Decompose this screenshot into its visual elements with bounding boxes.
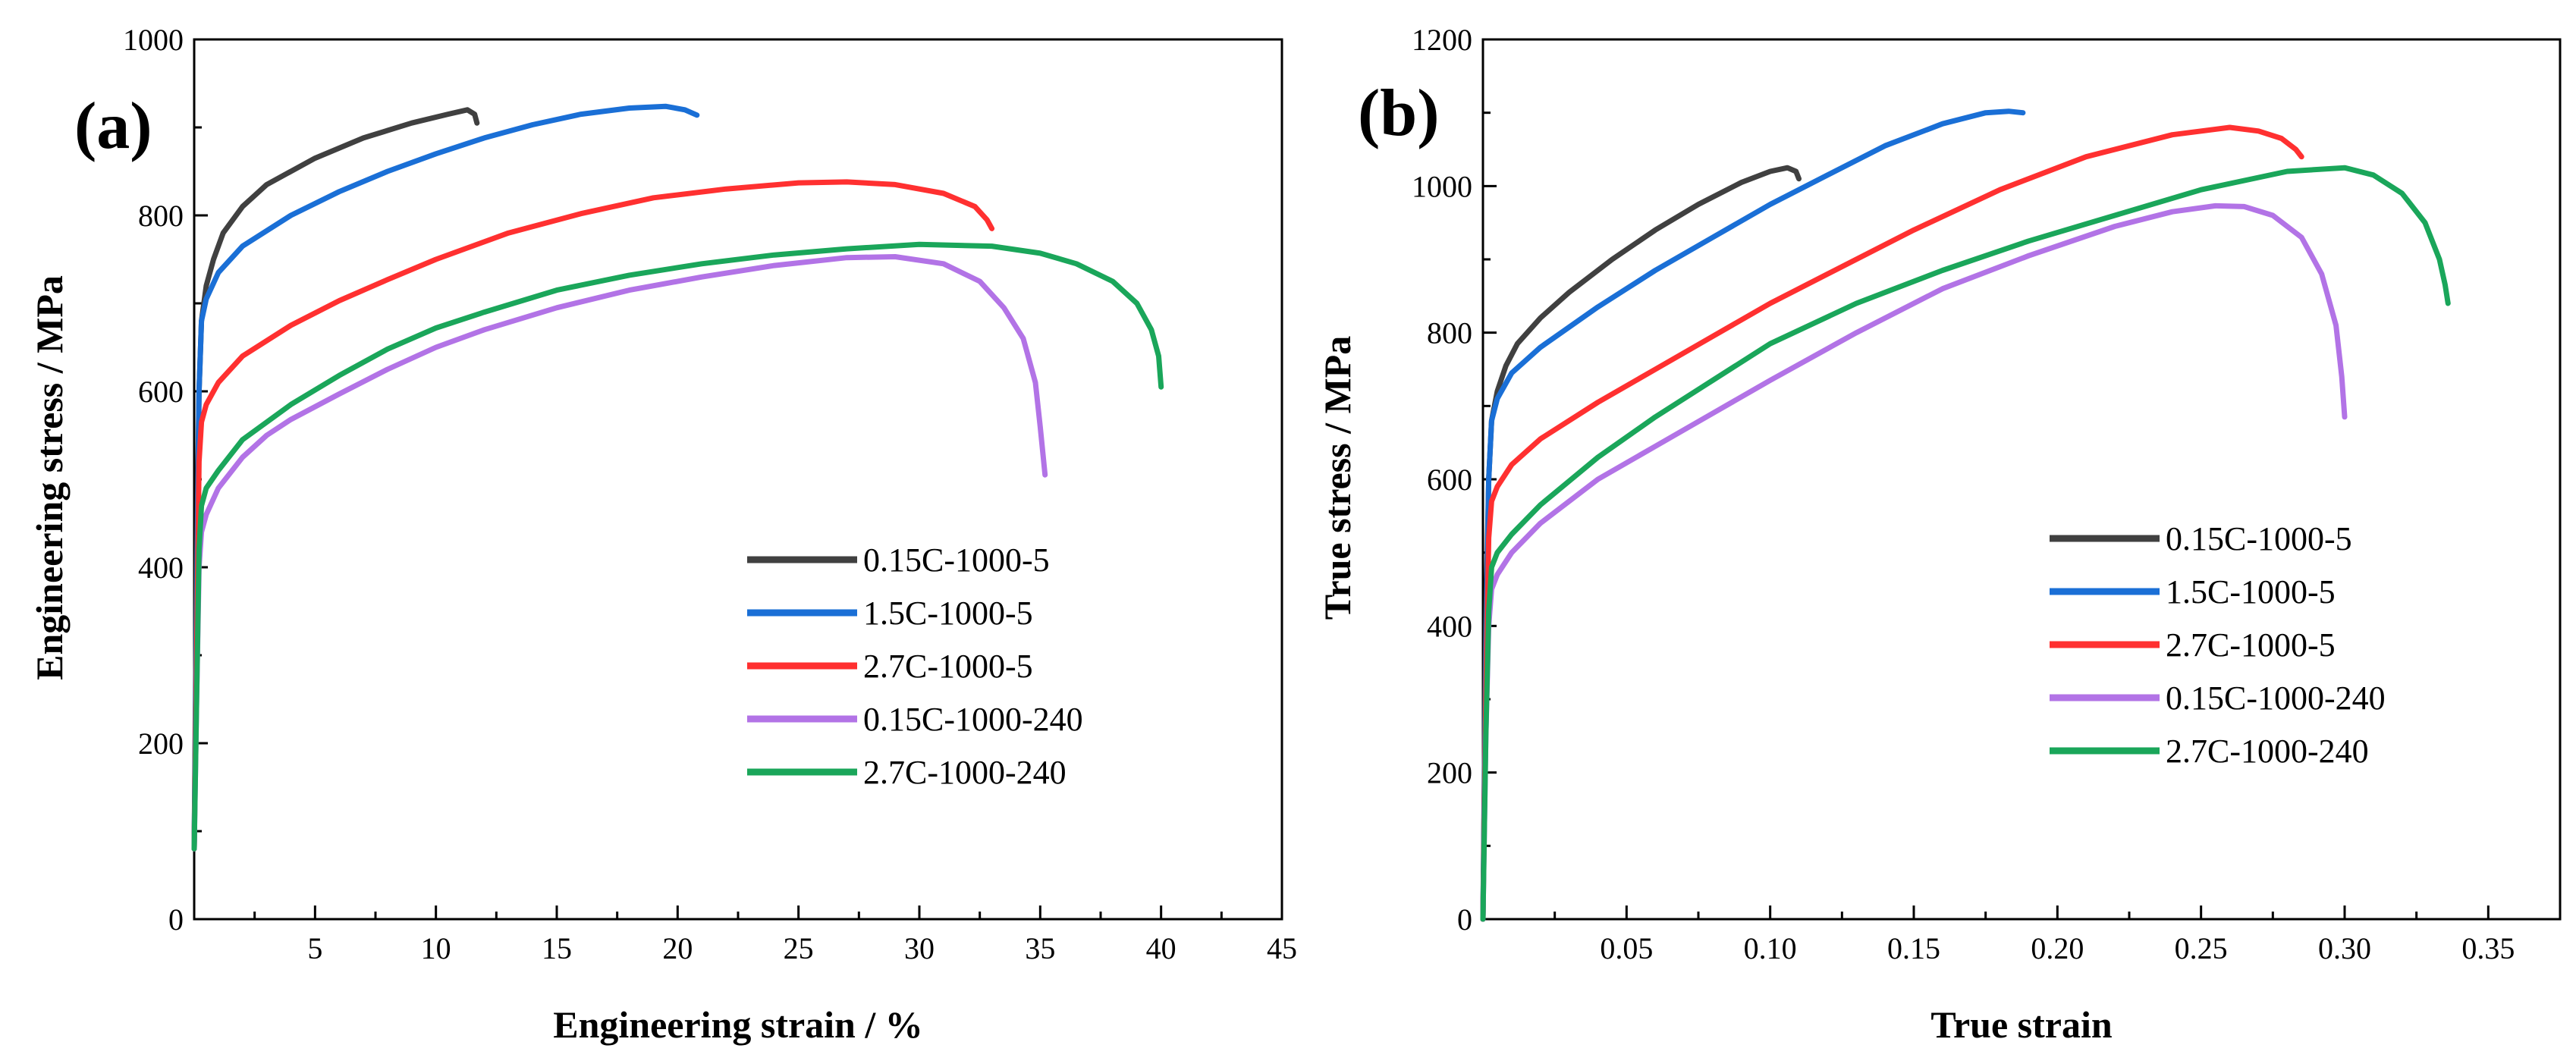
series-line-4 bbox=[191, 241, 1164, 852]
legend-label: 0.15C-1000-5 bbox=[2166, 520, 2352, 557]
chart-panel-1: 0 200 400 600 800 1000 1200 0.05 0.10 0.15 0.20 0.2… bbox=[1316, 23, 2562, 1046]
legend-label: 0.15C-1000-5 bbox=[863, 541, 1050, 579]
y-tick-label: 600 bbox=[138, 375, 184, 409]
x-tick-label: 30 bbox=[904, 931, 935, 965]
legend-label: 0.15C-1000-240 bbox=[2166, 680, 2386, 717]
chart-panel-0: 0 200 400 600 800 1000 5 10 15 20 25 30 35 40 45 Engine… bbox=[28, 23, 1297, 1046]
series-line-0 bbox=[191, 107, 480, 852]
y-tick-label: 1200 bbox=[1412, 23, 1472, 57]
x-tick-label: 45 bbox=[1267, 931, 1297, 965]
x-tick-label: 15 bbox=[542, 931, 572, 965]
y-axis-label: True stress / MPa bbox=[1316, 336, 1359, 620]
x-tick-label: 0.20 bbox=[2031, 931, 2084, 965]
series-line-3 bbox=[1480, 202, 2348, 922]
y-tick-label: 600 bbox=[1427, 463, 1472, 497]
plot-frame bbox=[1481, 38, 2562, 921]
x-tick-label: 35 bbox=[1025, 931, 1055, 965]
y-tick-label: 0 bbox=[1457, 902, 1472, 937]
x-tick-label: 10 bbox=[421, 931, 451, 965]
x-axis-label: True strain bbox=[1930, 1003, 2113, 1046]
x-tick-label: 0.10 bbox=[1744, 931, 1797, 965]
series-line-2 bbox=[191, 179, 995, 852]
y-tick-label: 800 bbox=[1427, 316, 1472, 350]
x-tick-label: 0.15 bbox=[1887, 931, 1940, 965]
legend-label: 1.5C-1000-5 bbox=[2166, 573, 2336, 610]
panel-label: (a) bbox=[74, 89, 152, 163]
x-tick-label: 40 bbox=[1146, 931, 1176, 965]
y-tick-label: 400 bbox=[138, 551, 184, 585]
legend-label: 2.7C-1000-240 bbox=[863, 754, 1067, 791]
plot-frame bbox=[193, 38, 1283, 921]
series-line-4 bbox=[1480, 165, 2451, 922]
y-tick-label: 200 bbox=[138, 727, 184, 761]
y-axis-label: Engineering stress / MPa bbox=[28, 275, 71, 680]
legend-label: 2.7C-1000-5 bbox=[2166, 626, 2336, 664]
legend-label: 2.7C-1000-5 bbox=[863, 648, 1033, 685]
legend: 0.15C-1000-5 1.5C-1000-5 2.7C-1000-5 0.15C-… bbox=[747, 541, 1083, 791]
legend-label: 0.15C-1000-240 bbox=[863, 701, 1083, 738]
y-tick-label: 0 bbox=[168, 902, 184, 937]
y-tick-label: 800 bbox=[138, 199, 184, 233]
y-tick-label: 1000 bbox=[123, 23, 184, 57]
series-line-2 bbox=[1480, 124, 2304, 922]
series-line-3 bbox=[191, 254, 1048, 852]
x-tick-label: 20 bbox=[662, 931, 693, 965]
legend-label: 1.5C-1000-5 bbox=[863, 595, 1033, 632]
legend: 0.15C-1000-5 1.5C-1000-5 2.7C-1000-5 0.15C-… bbox=[2050, 520, 2386, 770]
x-axis-label: Engineering strain / % bbox=[553, 1003, 923, 1046]
legend-label: 2.7C-1000-240 bbox=[2166, 733, 2369, 770]
panel-label: (b) bbox=[1358, 77, 1440, 150]
series-line-1 bbox=[191, 103, 700, 852]
y-tick-label: 200 bbox=[1427, 756, 1472, 790]
x-tick-label: 0.05 bbox=[1600, 931, 1653, 965]
x-tick-label: 5 bbox=[307, 931, 322, 965]
y-tick-label: 400 bbox=[1427, 609, 1472, 643]
x-tick-label: 0.30 bbox=[2318, 931, 2371, 965]
y-tick-label: 1000 bbox=[1412, 169, 1472, 203]
series-line-1 bbox=[1480, 108, 2026, 922]
x-tick-label: 0.25 bbox=[2175, 931, 2228, 965]
x-tick-label: 0.35 bbox=[2461, 931, 2515, 965]
x-tick-label: 25 bbox=[784, 931, 814, 965]
